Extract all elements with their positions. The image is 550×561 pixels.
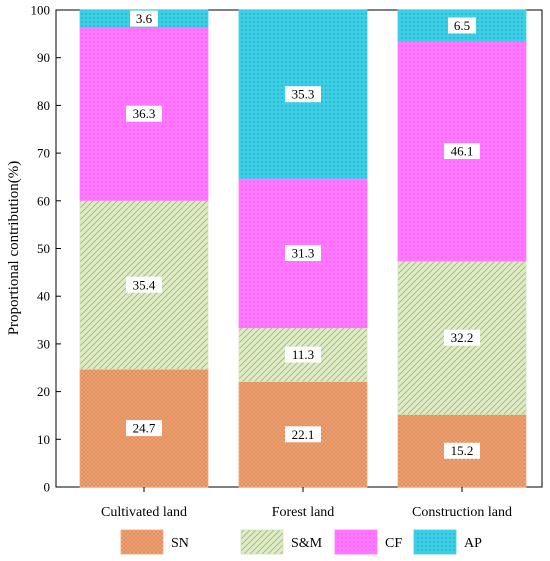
value-label-text: 31.3	[292, 246, 315, 261]
x-tick-label: Construction land	[412, 505, 512, 520]
legend-swatch	[240, 529, 284, 555]
value-label-box	[285, 346, 321, 363]
legend-label: CF	[385, 536, 402, 551]
legend-swatch	[120, 529, 164, 555]
legend-label: SN	[171, 536, 189, 551]
legend-item: S&M	[240, 529, 323, 555]
y-tick-label: 20	[37, 384, 50, 399]
value-label-box	[444, 442, 480, 459]
value-label-box	[126, 105, 162, 122]
x-tick-label: Forest land	[272, 505, 335, 520]
value-label-box	[285, 426, 321, 443]
legend-item: CF	[334, 529, 402, 555]
value-label: 35.3	[285, 86, 321, 103]
y-tick-label: 60	[37, 193, 50, 208]
y-axis-label: Proportional contribution(%)	[6, 161, 22, 336]
y-tick-label: 40	[37, 289, 50, 304]
x-axis: Cultivated land Forest land Construction l…	[101, 487, 512, 520]
value-label-text: 3.6	[136, 11, 153, 26]
value-label-text: 36.3	[133, 106, 156, 121]
value-label: 31.3	[285, 245, 321, 262]
value-label: 32.2	[444, 329, 480, 346]
value-label: 22.1	[285, 426, 321, 443]
data-labels: 24.7 35.4 36.3 3.6 22.1 11.3 31.3 35.3 15.2 32.2 4…	[126, 10, 480, 459]
value-label-box	[285, 86, 321, 103]
legend-swatch	[334, 529, 378, 555]
value-label: 36.3	[126, 105, 162, 122]
value-label-box	[126, 420, 162, 437]
legend-label: S&M	[291, 536, 323, 551]
y-tick-label: 0	[44, 480, 51, 495]
x-tick-label: Cultivated land	[101, 505, 187, 520]
value-label-text: 46.1	[451, 143, 474, 158]
legend-item: AP	[413, 529, 482, 555]
value-label: 11.3	[285, 346, 321, 363]
value-label: 3.6	[130, 10, 158, 27]
value-label-text: 24.7	[133, 421, 156, 436]
value-label-box	[285, 245, 321, 262]
y-tick-label: 100	[31, 3, 51, 18]
value-label-text: 32.2	[451, 330, 474, 345]
y-axis: 0 10 20 30 40 50 60 70 80 90 100	[31, 3, 61, 495]
value-label-text: 6.5	[454, 18, 470, 33]
value-label-text: 11.3	[292, 347, 314, 362]
value-label-box	[444, 142, 480, 159]
legend-swatch	[413, 529, 457, 555]
value-label-text: 15.2	[451, 443, 474, 458]
value-label: 6.5	[448, 17, 476, 34]
value-label-text: 35.4	[133, 277, 156, 292]
y-tick-label: 30	[37, 336, 50, 351]
y-tick-label: 80	[37, 98, 50, 113]
value-label-box	[130, 10, 158, 27]
y-tick-label: 90	[37, 50, 50, 65]
legend-label: AP	[464, 536, 482, 551]
value-label-text: 35.3	[292, 87, 315, 102]
legend-item: SN	[120, 529, 189, 555]
y-tick-label: 70	[37, 146, 50, 161]
value-label-box	[126, 276, 162, 293]
value-label-box	[448, 17, 476, 34]
value-label: 46.1	[444, 142, 480, 159]
value-label: 35.4	[126, 276, 162, 293]
legend: SN S&M CF AP	[120, 529, 482, 555]
y-tick-label: 50	[37, 241, 50, 256]
value-label-text: 22.1	[292, 427, 315, 442]
value-label-box	[444, 329, 480, 346]
value-label: 24.7	[126, 420, 162, 437]
y-tick-label: 10	[37, 432, 50, 447]
value-label: 15.2	[444, 442, 480, 459]
